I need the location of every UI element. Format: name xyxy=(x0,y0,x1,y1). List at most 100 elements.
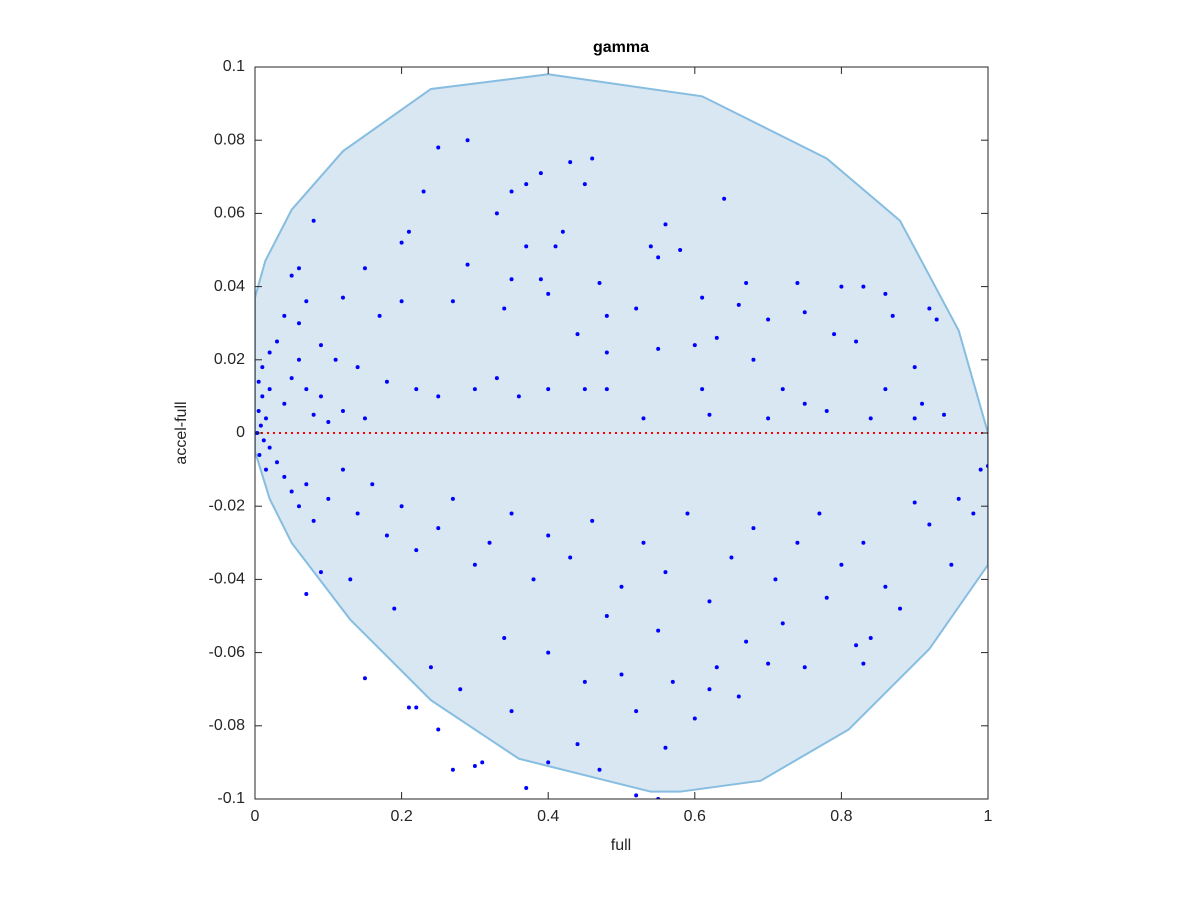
point xyxy=(392,606,397,611)
point xyxy=(399,299,404,304)
point xyxy=(692,716,697,721)
point xyxy=(634,793,639,798)
point xyxy=(538,171,543,176)
point xyxy=(722,196,727,201)
point xyxy=(502,635,507,640)
x-tick-label: 0.4 xyxy=(537,808,559,825)
point xyxy=(261,438,266,443)
y-tick-label: 0.1 xyxy=(223,58,245,75)
point xyxy=(340,295,345,300)
point xyxy=(824,595,829,600)
point xyxy=(685,511,690,516)
point xyxy=(458,687,463,692)
point xyxy=(362,416,367,421)
point xyxy=(384,533,389,538)
point xyxy=(450,767,455,772)
point xyxy=(326,420,331,425)
point xyxy=(868,635,873,640)
point xyxy=(751,526,756,531)
point xyxy=(729,555,734,560)
point xyxy=(927,306,932,311)
y-tick-label: -0.1 xyxy=(217,790,245,807)
point xyxy=(494,376,499,381)
point xyxy=(267,350,272,355)
point xyxy=(282,313,287,318)
point xyxy=(766,416,771,421)
point xyxy=(736,694,741,699)
point xyxy=(377,313,382,318)
point xyxy=(282,401,287,406)
point xyxy=(436,526,441,531)
x-tick-label: 0.8 xyxy=(830,808,852,825)
point xyxy=(296,321,301,326)
point xyxy=(421,189,426,194)
point xyxy=(868,416,873,421)
y-tick-label: -0.02 xyxy=(209,497,246,514)
point xyxy=(304,387,309,392)
point xyxy=(883,291,888,296)
plot-area xyxy=(255,73,988,799)
point xyxy=(670,679,675,684)
point xyxy=(502,306,507,311)
point xyxy=(406,705,411,710)
point xyxy=(802,310,807,315)
point xyxy=(362,676,367,681)
point xyxy=(861,661,866,666)
point xyxy=(267,387,272,392)
point xyxy=(700,387,705,392)
point xyxy=(258,423,263,428)
point xyxy=(780,387,785,392)
point xyxy=(678,248,683,252)
point xyxy=(619,672,624,677)
point xyxy=(260,365,265,370)
point xyxy=(656,346,661,351)
point xyxy=(560,229,565,234)
point xyxy=(274,460,279,465)
point xyxy=(773,577,778,582)
point xyxy=(854,339,859,344)
point xyxy=(472,764,477,769)
x-axis-label: full xyxy=(611,837,631,854)
point xyxy=(282,474,287,479)
point xyxy=(854,643,859,648)
point xyxy=(289,489,294,494)
point xyxy=(304,592,309,597)
x-tick-label: 1 xyxy=(984,808,993,825)
point xyxy=(604,387,609,392)
point xyxy=(744,280,749,285)
point xyxy=(597,767,602,772)
point xyxy=(289,376,294,381)
point xyxy=(802,665,807,670)
point xyxy=(700,295,705,300)
point xyxy=(912,416,917,421)
point xyxy=(414,387,419,392)
point xyxy=(553,244,558,249)
point xyxy=(256,409,261,414)
point xyxy=(318,394,323,399)
point xyxy=(362,266,367,271)
point xyxy=(546,291,551,296)
point xyxy=(817,511,822,516)
point xyxy=(942,412,947,417)
point xyxy=(802,401,807,406)
point xyxy=(465,262,470,267)
point xyxy=(509,189,514,194)
point xyxy=(318,343,323,348)
point xyxy=(912,365,917,370)
y-tick-label: 0.04 xyxy=(214,278,245,295)
point xyxy=(472,387,477,392)
point xyxy=(546,533,551,538)
point xyxy=(568,555,573,560)
point xyxy=(663,745,668,750)
point xyxy=(604,350,609,355)
point xyxy=(568,160,573,165)
point xyxy=(509,277,514,282)
point xyxy=(663,222,668,227)
point xyxy=(370,482,375,487)
point xyxy=(311,412,316,417)
point xyxy=(692,343,697,348)
point xyxy=(582,387,587,392)
point xyxy=(839,562,844,567)
chart-title: gamma xyxy=(593,39,649,56)
